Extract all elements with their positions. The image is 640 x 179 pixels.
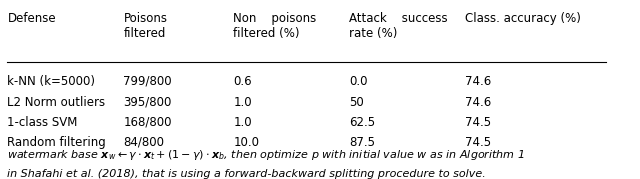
Text: 395/800: 395/800	[124, 96, 172, 109]
Text: 87.5: 87.5	[349, 136, 376, 149]
Text: L2 Norm outliers: L2 Norm outliers	[8, 96, 106, 109]
Text: 84/800: 84/800	[124, 136, 164, 149]
Text: 168/800: 168/800	[124, 116, 172, 129]
Text: Poisons
filtered: Poisons filtered	[124, 12, 168, 40]
Text: Random filtering: Random filtering	[8, 136, 106, 149]
Text: 10.0: 10.0	[234, 136, 259, 149]
Text: 74.6: 74.6	[465, 75, 492, 88]
Text: 50: 50	[349, 96, 364, 109]
Text: 0.6: 0.6	[234, 75, 252, 88]
Text: 74.6: 74.6	[465, 96, 492, 109]
Text: 74.5: 74.5	[465, 136, 492, 149]
Text: Defense: Defense	[8, 12, 56, 25]
Text: 1.0: 1.0	[234, 96, 252, 109]
Text: Non    poisons
filtered (%): Non poisons filtered (%)	[234, 12, 317, 40]
Text: Attack    success
rate (%): Attack success rate (%)	[349, 12, 448, 40]
Text: 0.0: 0.0	[349, 75, 368, 88]
Text: watermark base $\boldsymbol{x}_w \leftarrow \gamma \cdot \boldsymbol{x}_t + (1 -: watermark base $\boldsymbol{x}_w \leftar…	[8, 148, 525, 162]
Text: k-NN (k=5000): k-NN (k=5000)	[8, 75, 95, 88]
Text: 1-class SVM: 1-class SVM	[8, 116, 78, 129]
Text: Class. accuracy (%): Class. accuracy (%)	[465, 12, 581, 25]
Text: 1.0: 1.0	[234, 116, 252, 129]
Text: 799/800: 799/800	[124, 75, 172, 88]
Text: in Shafahi et al. (2018), that is using a forward-backward splitting procedure t: in Shafahi et al. (2018), that is using …	[8, 169, 486, 179]
Text: 74.5: 74.5	[465, 116, 492, 129]
Text: 62.5: 62.5	[349, 116, 376, 129]
